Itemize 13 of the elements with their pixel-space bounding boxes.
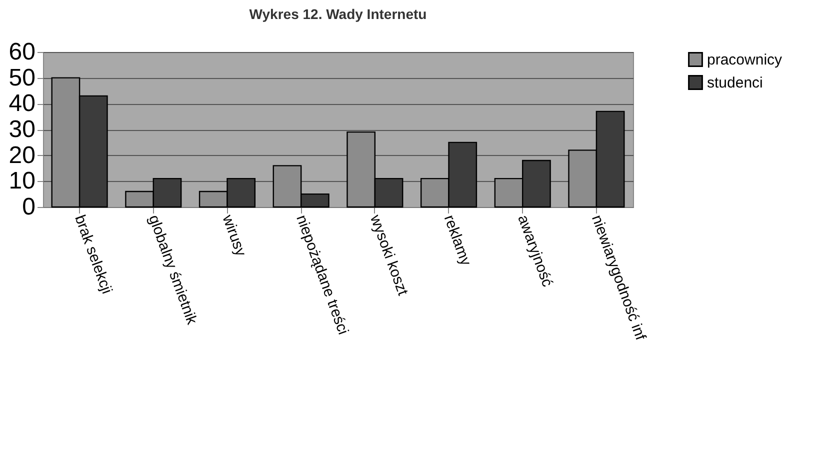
y-tick-label: 40 [8, 90, 36, 118]
chart-title: Wykres 12. Wady Internetu [249, 6, 427, 22]
y-tick-label: 20 [8, 142, 36, 169]
x-tick-label: reklamy [440, 212, 474, 268]
y-tick-label: 30 [8, 116, 36, 143]
y-tick-label: 10 [8, 168, 36, 195]
x-tick-label: wirusy [218, 212, 250, 259]
legend-label: pracownicy [707, 52, 783, 68]
x-tick-label: wysoki koszt [366, 212, 412, 298]
y-tick-label: 60 [8, 38, 36, 66]
y-tick-label: 0 [22, 194, 36, 220]
legend-label: studenci [707, 74, 763, 92]
y-tick-label: 50 [8, 64, 36, 92]
